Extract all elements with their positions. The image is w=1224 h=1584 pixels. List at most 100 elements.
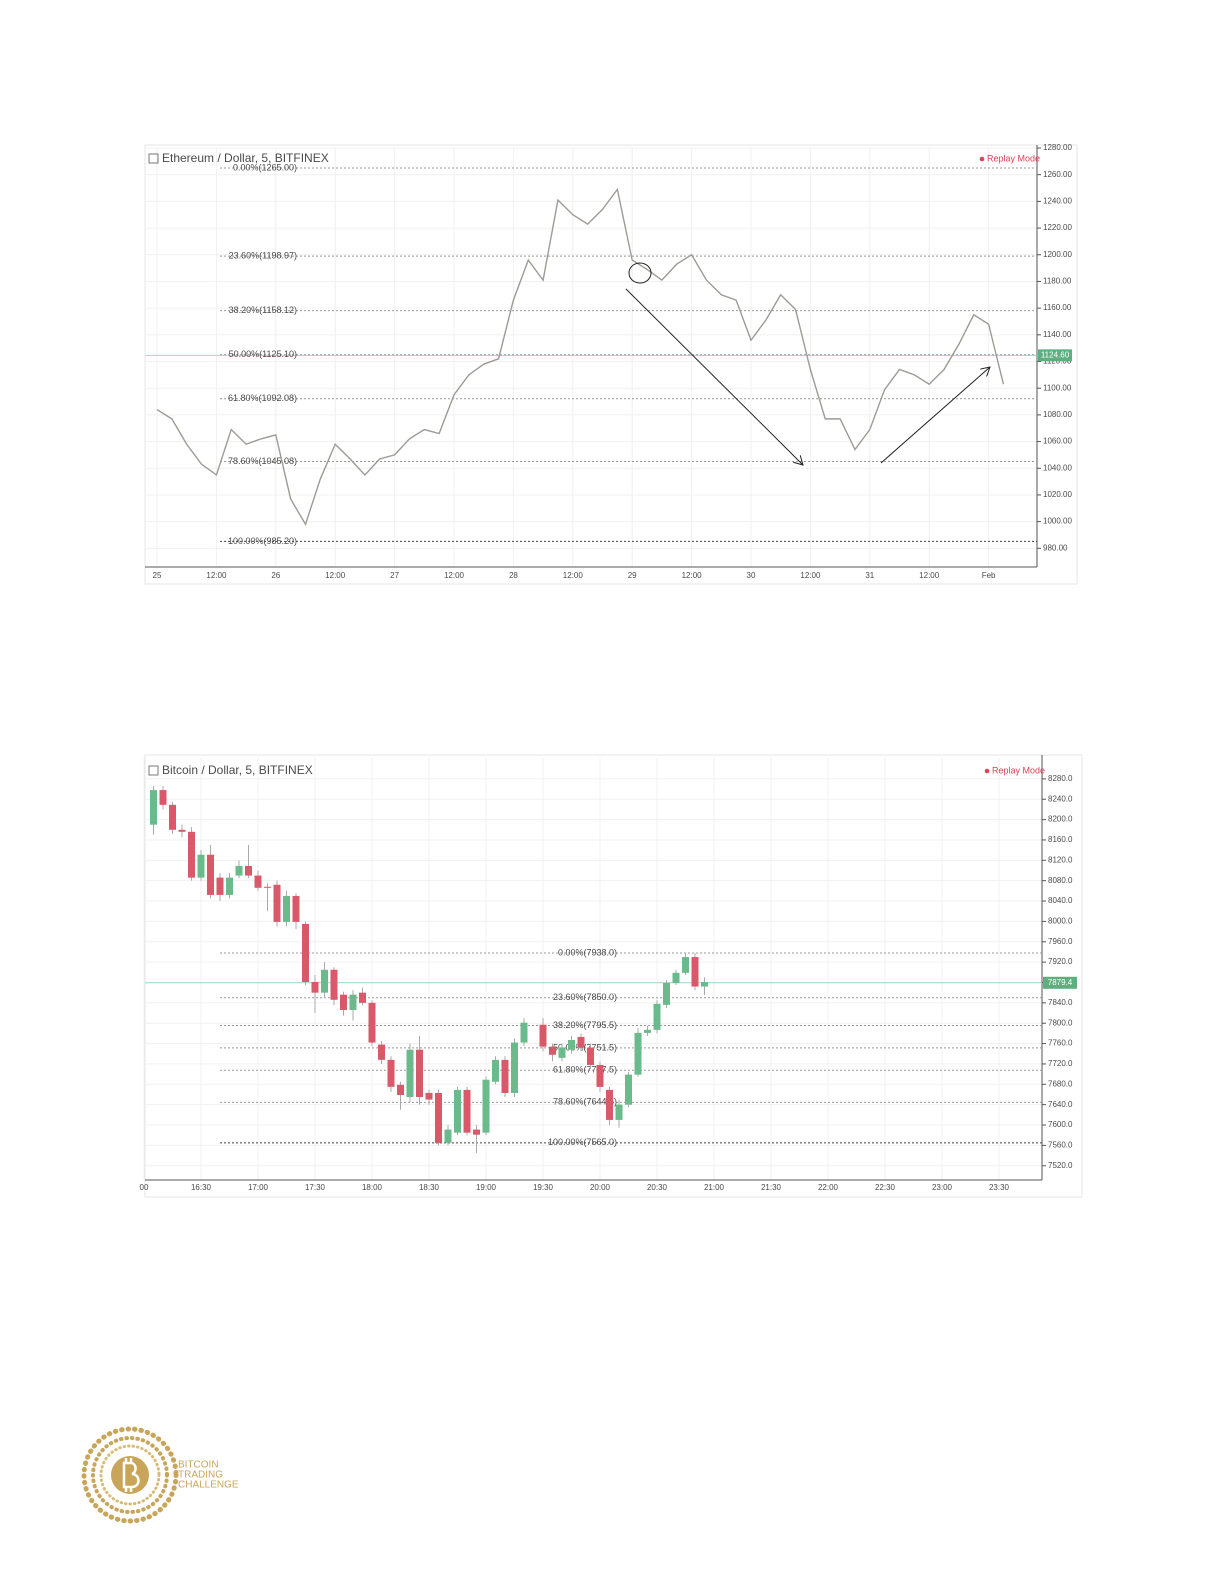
candle-body — [397, 1084, 404, 1095]
fib-label: 50.00%(1125.10) — [229, 349, 297, 359]
x-tick-label: 28 — [509, 571, 518, 580]
candle-body — [321, 969, 328, 993]
candle-body — [188, 831, 195, 878]
logo-coin — [111, 1456, 149, 1494]
logo-ring — [99, 1444, 161, 1506]
x-tick-label: 12:00 — [800, 571, 821, 580]
y-tick-label: 1280.00 — [1043, 143, 1072, 152]
annotation-arrow — [880, 367, 990, 464]
y-tick-label: 7960.0 — [1048, 937, 1073, 946]
candle-body — [359, 992, 366, 1003]
candle-body — [625, 1074, 632, 1105]
candle-body — [435, 1092, 442, 1143]
candle-body — [178, 829, 186, 832]
last-price-tag — [1043, 976, 1077, 989]
x-tick-label: 25 — [153, 571, 162, 580]
logo-text: TRADING — [178, 1470, 223, 1481]
x-tick-label: 19:30 — [533, 1183, 554, 1192]
candle-body — [568, 1040, 575, 1050]
x-tick-label: 12:00 — [563, 571, 584, 580]
price-line — [156, 187, 1005, 526]
y-tick-label: 1160.00 — [1043, 303, 1072, 312]
candle-body — [444, 1129, 452, 1143]
y-tick-label: 1000.00 — [1043, 517, 1072, 526]
y-tick-label: 7640.0 — [1048, 1100, 1073, 1109]
y-tick-label: 1180.00 — [1043, 277, 1072, 286]
candle-body — [330, 969, 338, 1000]
fib-label: 23.60%(7850.0) — [553, 992, 617, 1002]
x-tick-label: 17:30 — [305, 1183, 326, 1192]
y-tick-label: 1060.00 — [1043, 437, 1072, 446]
x-tick-label: 17:00 — [248, 1183, 269, 1192]
y-tick-label: 8280.0 — [1048, 774, 1073, 783]
x-tick-label: 22:30 — [875, 1183, 896, 1192]
last-price-tag — [1038, 349, 1072, 362]
fib-label: 78.60%(7644.5) — [553, 1097, 617, 1107]
x-tick-label: 12:00 — [325, 571, 346, 580]
y-tick-label: 1020.00 — [1043, 490, 1072, 499]
candle-body — [264, 886, 271, 888]
title-icon — [148, 153, 159, 164]
fib-label: 100.00%(7565.0) — [548, 1137, 617, 1147]
annotation-arrow — [625, 288, 803, 465]
y-tick-label: 8120.0 — [1048, 855, 1073, 864]
x-tick-label: 23:30 — [989, 1183, 1010, 1192]
x-tick-label: 12:00 — [206, 571, 227, 580]
candle-body — [653, 1003, 661, 1030]
y-tick-label: 8160.0 — [1048, 835, 1073, 844]
candle-body — [302, 923, 309, 982]
candle-body — [254, 875, 262, 888]
y-tick-label: 7760.0 — [1048, 1039, 1073, 1048]
fib-label: 100.00%(985.20) — [228, 536, 297, 546]
chart: 980.00 1000.00 1020.00 1040.00 1060.00 1080.0… — [144, 143, 1078, 585]
candle-body — [663, 982, 670, 1005]
y-tick-label: 8080.0 — [1048, 876, 1073, 885]
x-tick-label: 16:30 — [191, 1183, 212, 1192]
x-tick-label: 12:00 — [682, 571, 703, 580]
fib-label: 61.80%(7707.5) — [553, 1065, 617, 1075]
y-tick-label: 980.00 — [1043, 543, 1068, 552]
title-icon — [148, 765, 159, 776]
x-tick-label: 29 — [628, 571, 637, 580]
fib-label: 61.80%(1092.08) — [228, 393, 297, 403]
candle-body — [549, 1046, 556, 1055]
candle-body — [672, 972, 680, 983]
x-tick-label: 12:00 — [444, 571, 465, 580]
plot-frame — [144, 144, 1078, 585]
y-tick-label: 8040.0 — [1048, 896, 1073, 905]
candle-body — [691, 957, 699, 987]
candle-body — [596, 1064, 604, 1087]
logo-text: CHALLENGE — [178, 1480, 239, 1491]
fib-label: 78.60%(1045.08) — [228, 456, 297, 466]
y-tick-label: 7920.0 — [1048, 957, 1073, 966]
chart-title: Ethereum / Dollar, 5, BITFINEX — [162, 151, 329, 165]
candle-body — [473, 1129, 480, 1135]
y-tick-label: 7800.0 — [1048, 1018, 1073, 1027]
annotation-circle — [628, 262, 652, 284]
fib-label: 0.00%(7938.0) — [558, 947, 617, 957]
fib-label: 38.20%(7795.5) — [553, 1020, 617, 1030]
fib-label: 0.00%(1265.00) — [233, 162, 297, 172]
y-tick-label: 1260.00 — [1043, 170, 1072, 179]
candle-body — [587, 1047, 594, 1065]
candle-body — [425, 1092, 433, 1100]
x-tick-label: 20:00 — [590, 1183, 611, 1192]
candle-body — [349, 994, 357, 1010]
x-tick-label: 00 — [140, 1183, 149, 1192]
logo — [81, 1426, 179, 1524]
x-tick-label: 23:00 — [932, 1183, 953, 1192]
mode-dot — [984, 768, 990, 774]
x-tick-label: 26 — [271, 571, 280, 580]
x-tick-label: 12:00 — [919, 571, 940, 580]
x-tick-label: 19:00 — [476, 1183, 497, 1192]
candle-body — [311, 981, 319, 993]
candle-body — [701, 981, 708, 987]
candle-body — [558, 1047, 566, 1058]
y-tick-label: 1100.00 — [1043, 383, 1072, 392]
x-tick-label: 18:00 — [362, 1183, 383, 1192]
y-tick-label: 7520.0 — [1048, 1161, 1073, 1170]
fib-label: 23.60%(1198.97) — [229, 251, 297, 261]
x-tick-label: 20:30 — [647, 1183, 668, 1192]
y-tick-label: 7560.0 — [1048, 1140, 1073, 1149]
